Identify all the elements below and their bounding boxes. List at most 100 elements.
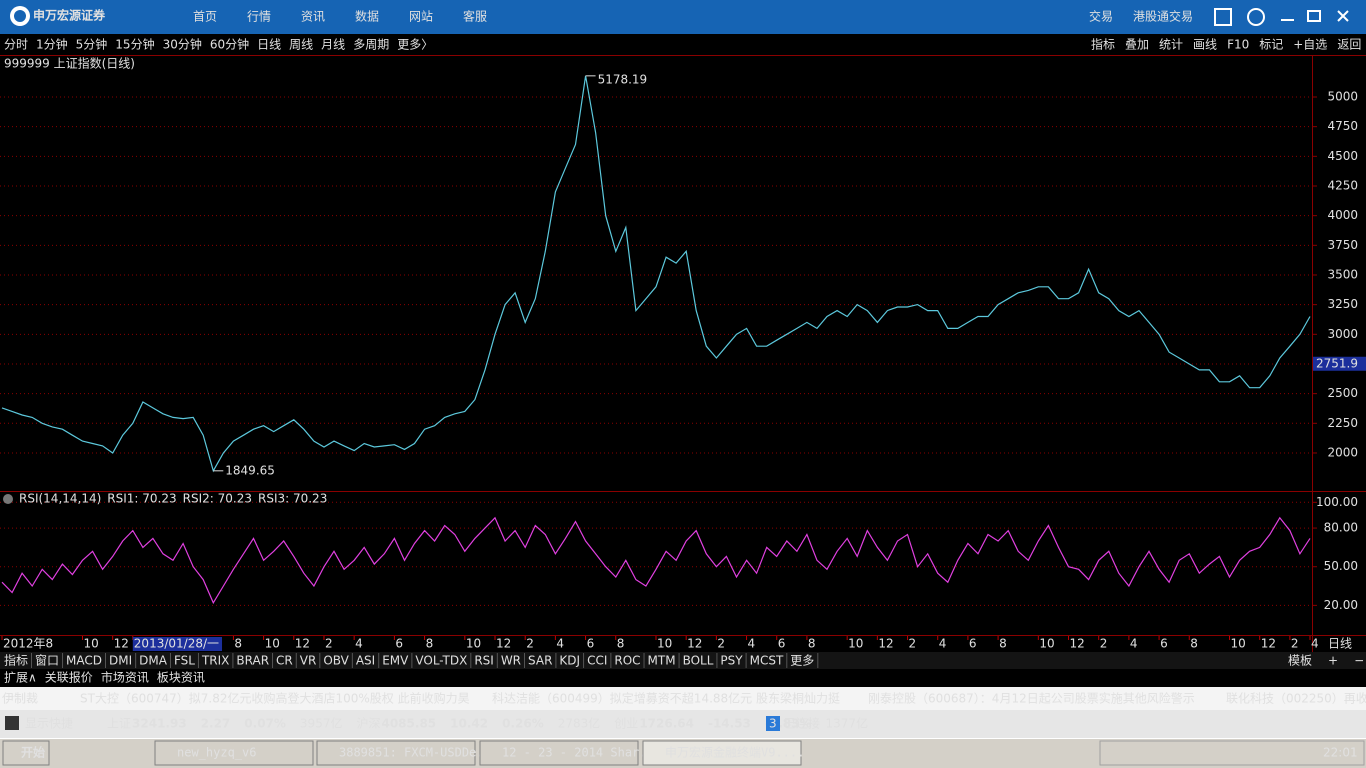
quote-pct: 0.26%: [502, 717, 544, 731]
indicator-tab[interactable]: MCST: [750, 654, 784, 668]
indicator-tab[interactable]: ROC: [614, 654, 640, 668]
news-item[interactable]: 科达洁能（600499）拟定增募资不超14.88亿元 股东梁桐灿力挺: [492, 691, 840, 706]
indicator-tab[interactable]: BOLL: [683, 654, 714, 668]
x-tick-label: 12: [1261, 637, 1276, 651]
period-tab[interactable]: 月线: [321, 38, 345, 52]
indicator-tab[interactable]: SAR: [528, 654, 552, 668]
period-tab[interactable]: 分时: [4, 38, 28, 52]
indicator-tab[interactable]: CR: [276, 654, 293, 668]
x-tick-label: 12: [878, 637, 893, 651]
panel-tab[interactable]: 模板: [1288, 654, 1312, 668]
indicator-tab[interactable]: BRAR: [236, 654, 269, 668]
indicator-tab[interactable]: RSI: [474, 654, 494, 668]
info-tab[interactable]: 扩展∧: [4, 671, 37, 685]
task-button[interactable]: [642, 740, 802, 766]
connection-count: 3: [769, 717, 777, 731]
indicator-tab[interactable]: CCI: [587, 654, 607, 668]
period-tab[interactable]: 更多〉: [397, 38, 433, 52]
indicator-tab[interactable]: 更多: [790, 654, 814, 668]
menu-item[interactable]: 数据: [355, 9, 379, 24]
menu-item[interactable]: 港股通交易: [1133, 9, 1193, 24]
indicator-tab[interactable]: 指标: [4, 653, 28, 668]
layout-icon[interactable]: [1214, 8, 1232, 26]
menu-item[interactable]: 首页: [193, 10, 217, 24]
period-tab[interactable]: 周线: [289, 38, 313, 52]
period-tab[interactable]: 日线: [257, 38, 281, 52]
info-tab[interactable]: 市场资讯: [101, 670, 149, 685]
y-tick-label: 2000: [1327, 445, 1358, 459]
period-tab[interactable]: 多周期: [353, 38, 389, 52]
tool-tab[interactable]: 标记: [1259, 38, 1283, 52]
period-bar: [0, 34, 1366, 55]
tool-tab[interactable]: 统计: [1159, 38, 1183, 52]
x-tick-label: 8: [1190, 637, 1198, 651]
news-item[interactable]: 伊制裁: [2, 692, 38, 706]
period-tab[interactable]: 60分钟: [210, 37, 249, 52]
connection-badge: [766, 716, 780, 731]
indicator-tab[interactable]: MACD: [66, 654, 102, 668]
panel-tab[interactable]: +: [1328, 654, 1338, 668]
indicator-tab[interactable]: WR: [501, 654, 521, 668]
indicator-tab[interactable]: PSY: [720, 654, 743, 668]
panel-tab[interactable]: −: [1354, 654, 1364, 668]
indicator-tab[interactable]: FSL: [174, 654, 195, 668]
rsi-line: [1, 516, 1311, 605]
x-tick-label: 6: [778, 637, 786, 651]
period-tab[interactable]: 5分钟: [76, 37, 108, 52]
tool-tab[interactable]: 指标: [1091, 37, 1115, 52]
maximize-button[interactable]: [1307, 10, 1321, 22]
indicator-tab[interactable]: ASI: [356, 654, 375, 668]
task-label: 3889851: FXCM-USDDe...: [339, 746, 498, 760]
close-button[interactable]: [1337, 10, 1349, 22]
x-tick-label: 8: [426, 637, 434, 651]
x-tick-label: 2: [1291, 637, 1299, 651]
indicator-tab[interactable]: EMV: [382, 654, 409, 668]
news-item[interactable]: ST大控（600747）拟7.82亿元收购高登大酒店100%股权 此前收购力昊: [80, 691, 470, 706]
panel-menu-icon[interactable]: [3, 494, 13, 504]
menu-item[interactable]: 交易: [1089, 9, 1113, 24]
indicator-tab[interactable]: VR: [300, 654, 317, 668]
tool-tab[interactable]: F10: [1227, 38, 1249, 52]
indicator-tab[interactable]: MTM: [648, 654, 676, 668]
menu-item[interactable]: 客服: [463, 9, 487, 24]
tool-tab[interactable]: 叠加: [1125, 38, 1149, 52]
period-tab[interactable]: 15分钟: [115, 37, 154, 52]
x-tick-label: 2013/01/28/一: [134, 637, 219, 651]
indicator-tab[interactable]: TRIX: [201, 654, 229, 668]
task-button[interactable]: [316, 740, 476, 766]
indicator-tab[interactable]: KDJ: [559, 654, 580, 668]
shortcut-label[interactable]: 显示快捷: [25, 717, 73, 731]
menu-item[interactable]: 行情: [247, 10, 271, 24]
x-tick-label: 6: [587, 637, 595, 651]
task-button[interactable]: [154, 740, 314, 766]
period-tab[interactable]: 1分钟: [36, 37, 68, 52]
quote-amount: 2783亿: [558, 716, 601, 731]
x-tick-label: 10: [265, 637, 280, 651]
x-tick-label: 8: [999, 637, 1007, 651]
indicator-tab[interactable]: OBV: [323, 654, 349, 668]
menu-item[interactable]: 资讯: [301, 10, 325, 24]
info-tab[interactable]: 板块资讯: [157, 671, 205, 685]
task-button[interactable]: [479, 740, 639, 766]
task-label: new_hyzq_v6: [177, 746, 256, 760]
indicator-tab[interactable]: DMA: [139, 654, 168, 668]
x-tick-label: 10: [83, 637, 98, 651]
tray: [1099, 740, 1365, 766]
y-tick-label: 3750: [1327, 238, 1358, 252]
info-tab[interactable]: 关联报价: [45, 670, 93, 685]
start-button[interactable]: [2, 740, 50, 766]
task-label: 申万宏源金融终端V9....: [665, 745, 804, 760]
settings-icon[interactable]: [1247, 8, 1265, 26]
indicator-tab[interactable]: 窗口: [35, 654, 59, 668]
news-item[interactable]: 联化科技（002250）再收: [1226, 692, 1366, 706]
indicator-tab[interactable]: VOL-TDX: [415, 654, 467, 668]
indicator-tab[interactable]: DMI: [109, 654, 132, 668]
period-tab[interactable]: 30分钟: [163, 37, 202, 52]
legend-entry: RSI2: 70.23: [183, 492, 252, 506]
x-tick-label: 2: [717, 637, 725, 651]
news-item[interactable]: 刚泰控股（600687）：4月12日起公司股票实施其他风险警示: [868, 691, 1195, 706]
tool-tab[interactable]: 返回: [1337, 38, 1361, 52]
tool-tab[interactable]: 画线: [1193, 38, 1217, 52]
menu-item[interactable]: 网站: [409, 10, 433, 24]
tool-tab[interactable]: +自选: [1293, 38, 1327, 52]
